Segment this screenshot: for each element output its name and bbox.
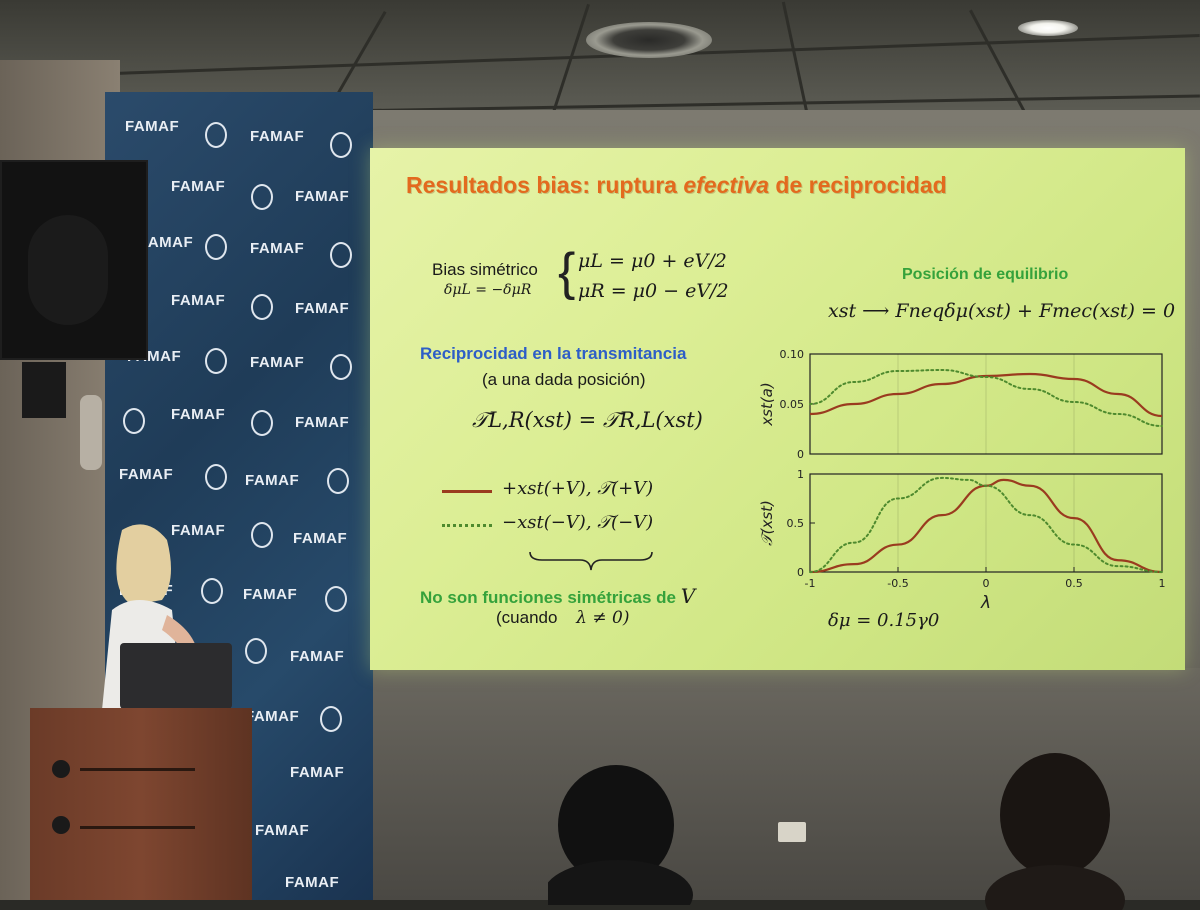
series-line-dotted: [809, 476, 1163, 573]
banner-logo: FAMAF: [171, 292, 226, 309]
legend-dotted-label: −xst(−V), 𝒯(−V): [502, 512, 654, 533]
podium: [30, 708, 252, 900]
banner-logo: FAMAF: [245, 472, 300, 489]
banner-logo: FAMAF: [295, 188, 350, 205]
x-tick-label: 0: [983, 577, 990, 590]
reciprocity-heading: Reciprocidad en la transmitancia: [420, 344, 687, 363]
banner-logo: FAMAF: [171, 178, 226, 195]
ceiling-vent: [586, 22, 712, 58]
banner-logo: FAMAF: [243, 586, 298, 603]
banner-logo: FAMAF: [171, 522, 226, 539]
series-line-solid: [809, 372, 1163, 418]
banner-logo: FAMAF: [285, 874, 340, 891]
seal-icon: [330, 242, 352, 268]
projected-slide: Resultados bias: ruptura efectiva de rec…: [370, 148, 1185, 670]
seal-icon: [251, 184, 273, 210]
mu-right-eq: μR = μ0 − eV/2: [578, 280, 729, 302]
y-tick-label: 0.05: [780, 398, 805, 411]
conclusion-text: No son funciones simétricas de V: [420, 584, 696, 608]
y-axis-label: 𝒯(xst): [758, 500, 776, 546]
wall-heater: [80, 395, 102, 470]
laptop: [120, 643, 232, 709]
dmu-label: δμ = 0.15γ0: [828, 610, 940, 631]
y-tick-label: 1: [797, 468, 804, 481]
seal-icon: [123, 408, 145, 434]
banner-logo: FAMAF: [139, 234, 194, 251]
banner-logo: FAMAF: [293, 530, 348, 547]
x-tick-label: 0.5: [1065, 577, 1083, 590]
banner-logo: FAMAF: [295, 300, 350, 317]
seal-icon: [327, 468, 349, 494]
bias-label: Bias simétrico: [432, 260, 538, 279]
banner-logo: FAMAF: [290, 648, 345, 665]
bias-condition: δμL = −δμR: [444, 282, 532, 298]
series-line-solid: [809, 478, 1163, 574]
banner-logo: FAMAF: [250, 240, 305, 257]
banner-logo: FAMAF: [250, 128, 305, 145]
ceiling-light: [1018, 20, 1078, 36]
chart-figure: 0 0.05 0.10 xst(a) 0 0.5 1 -1 -0.5 0 0.5 1 λ 𝒯(xst): [758, 348, 1166, 613]
reciprocity-eq: 𝒯L,R(xst) = 𝒯R,L(xst): [472, 408, 703, 432]
y-tick-label: 0: [797, 566, 804, 579]
legend-dotted-line: [442, 524, 492, 527]
seal-icon: [251, 522, 273, 548]
x-tick-label: 1: [1159, 577, 1166, 590]
slide-title: Resultados bias: ruptura efectiva de rec…: [406, 172, 947, 198]
seal-icon: [251, 294, 273, 320]
x-tick-label: -0.5: [887, 577, 908, 590]
banner-logo: FAMAF: [171, 406, 226, 423]
audience-member: [985, 753, 1125, 910]
series-line-dotted: [809, 368, 1163, 427]
banner-logo: FAMAF: [290, 764, 345, 781]
equilibrium-heading: Posición de equilibrio: [902, 266, 1069, 283]
seal-icon: [201, 578, 223, 604]
banner-logo: FAMAF: [125, 118, 180, 135]
banner-logo: FAMAF: [255, 822, 310, 839]
seal-icon: [330, 132, 352, 158]
seal-icon: [330, 354, 352, 380]
conclusion-variable: V: [680, 584, 696, 608]
y-tick-label: 0.10: [780, 348, 805, 361]
chart-position-xst: 0 0.05 0.10 xst(a): [758, 348, 1163, 461]
banner-logo: FAMAF: [250, 354, 305, 371]
banner-logo: FAMAF: [119, 466, 174, 483]
y-axis-label: xst(a): [758, 382, 776, 426]
chart-transmittance: 0 0.5 1 -1 -0.5 0 0.5 1 λ 𝒯(xst): [758, 468, 1166, 613]
underbrace-icon: [529, 551, 653, 571]
seal-icon: [320, 706, 342, 732]
audience-member: [548, 765, 693, 905]
seal-icon: [325, 586, 347, 612]
y-tick-label: 0.5: [787, 517, 805, 530]
seal-icon: [205, 234, 227, 260]
reciprocity-subheading: (a una dada posición): [482, 370, 646, 389]
speaker-cone: [28, 215, 108, 325]
speaker-mount: [22, 362, 66, 418]
banner-logo: FAMAF: [295, 414, 350, 431]
seal-icon: [251, 410, 273, 436]
seal-icon: [205, 348, 227, 374]
x-axis-label: λ: [980, 593, 991, 613]
brace-icon: {: [558, 243, 576, 301]
y-tick-label: 0: [797, 448, 804, 461]
x-tick-label: -1: [805, 577, 816, 590]
mu-left-eq: μL = μ0 + eV/2: [578, 250, 727, 272]
legend-solid-label: +xst(+V), 𝒯(+V): [502, 478, 654, 499]
seal-icon: [245, 638, 267, 664]
conclusion-condition: (cuando λ ≠ 0): [496, 608, 630, 628]
legend-solid-line: [442, 490, 492, 493]
banner-logo: FAMAF: [245, 708, 300, 725]
seal-icon: [205, 464, 227, 490]
wall-outlet: [778, 822, 806, 842]
equilibrium-eq: xst ⟶ Fneqδμ(xst) + Fmec(xst) = 0: [828, 300, 1176, 322]
seal-icon: [205, 122, 227, 148]
